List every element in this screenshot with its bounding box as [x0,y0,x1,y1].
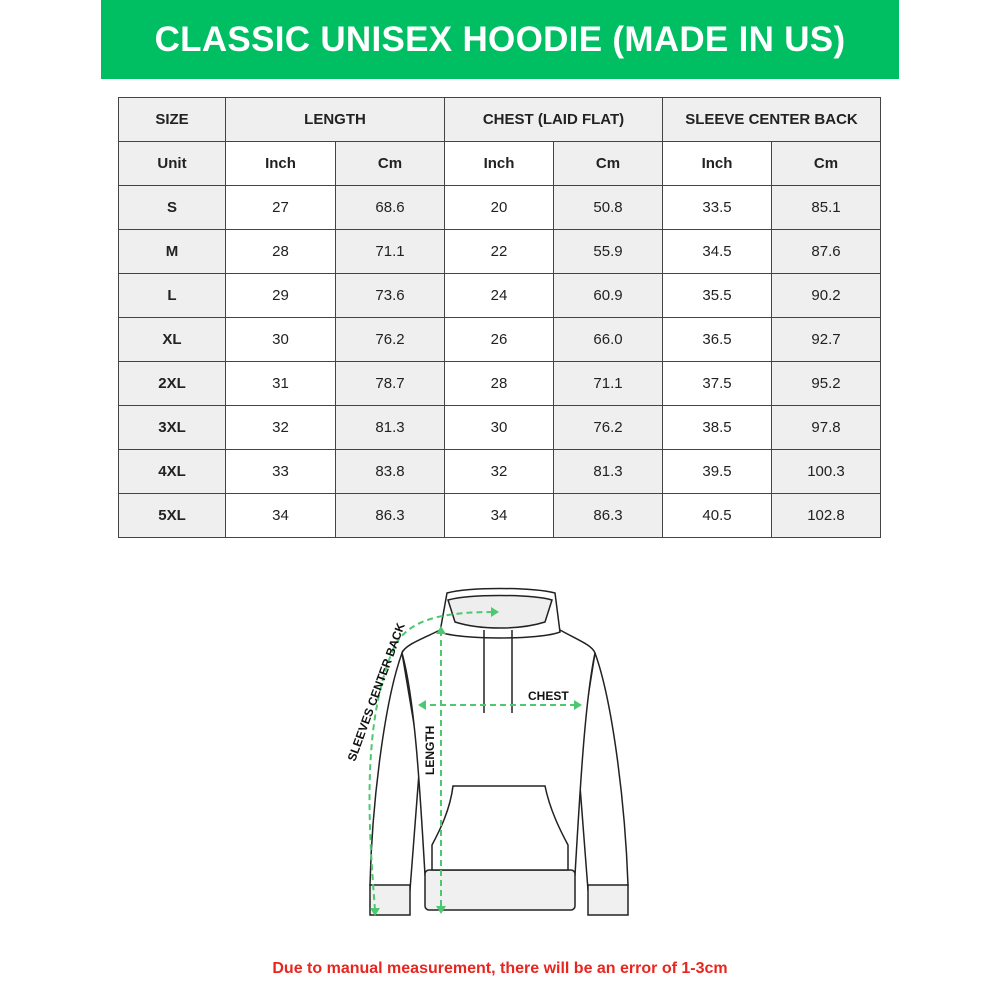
unit-cell: Cm [335,141,445,186]
value-cell: 92.7 [771,317,881,362]
size-table: SIZE LENGTH CHEST (LAID FLAT) SLEEVE CEN… [118,97,881,538]
title-banner: CLASSIC UNISEX HOODIE (MADE IN US) [101,0,899,79]
value-cell: 28 [444,361,554,406]
value-cell: 76.2 [335,317,445,362]
value-cell: 40.5 [662,493,772,538]
unit-cell: Inch [444,141,554,186]
unit-cell: Cm [553,141,663,186]
unit-cell: Unit [118,141,226,186]
value-cell: 83.8 [335,449,445,494]
value-cell: 71.1 [335,229,445,274]
header-row: SIZE LENGTH CHEST (LAID FLAT) SLEEVE CEN… [118,97,881,142]
unit-cell: Cm [771,141,881,186]
value-cell: 29 [225,273,336,318]
size-cell: XL [118,317,226,362]
table-row: 3XL 32 81.3 30 76.2 38.5 97.8 [118,405,881,450]
value-cell: 55.9 [553,229,663,274]
table-row: 4XL 33 83.8 32 81.3 39.5 100.3 [118,449,881,494]
length-label: LENGTH [423,726,437,775]
value-cell: 102.8 [771,493,881,538]
value-cell: 30 [225,317,336,362]
table-row: 5XL 34 86.3 34 86.3 40.5 102.8 [118,493,881,538]
size-cell: M [118,229,226,274]
value-cell: 73.6 [335,273,445,318]
table-row: XL 30 76.2 26 66.0 36.5 92.7 [118,317,881,362]
table-row: L 29 73.6 24 60.9 35.5 90.2 [118,273,881,318]
value-cell: 32 [225,405,336,450]
value-cell: 60.9 [553,273,663,318]
chest-label: CHEST [528,689,569,703]
unit-row: Unit Inch Cm Inch Cm Inch Cm [118,141,881,186]
size-cell: L [118,273,226,318]
value-cell: 30 [444,405,554,450]
size-cell: 5XL [118,493,226,538]
value-cell: 100.3 [771,449,881,494]
unit-cell: Inch [225,141,336,186]
measurement-note: Due to manual measurement, there will be… [272,960,728,977]
value-cell: 36.5 [662,317,772,362]
header-chest: CHEST (LAID FLAT) [444,97,663,142]
hoodie-drawing [369,587,629,916]
page-title: CLASSIC UNISEX HOODIE (MADE IN US) [154,19,846,59]
header-size: SIZE [118,97,226,142]
value-cell: 34 [225,493,336,538]
value-cell: 95.2 [771,361,881,406]
value-cell: 22 [444,229,554,274]
value-cell: 78.7 [335,361,445,406]
arrow-icons [370,607,582,916]
measure-lines [368,611,578,911]
unit-cell: Inch [662,141,772,186]
value-cell: 68.6 [335,185,445,230]
value-cell: 66.0 [553,317,663,362]
value-cell: 86.3 [335,493,445,538]
value-cell: 50.8 [553,185,663,230]
value-cell: 76.2 [553,405,663,450]
value-cell: 86.3 [553,493,663,538]
value-cell: 34.5 [662,229,772,274]
header-length: LENGTH [225,97,445,142]
value-cell: 81.3 [553,449,663,494]
size-cell: 3XL [118,405,226,450]
value-cell: 90.2 [771,273,881,318]
table-row: 2XL 31 78.7 28 71.1 37.5 95.2 [118,361,881,406]
size-cell: S [118,185,226,230]
header-sleeve: SLEEVE CENTER BACK [662,97,881,142]
value-cell: 35.5 [662,273,772,318]
sleeve-measure-line [368,611,496,911]
size-cell: 4XL [118,449,226,494]
